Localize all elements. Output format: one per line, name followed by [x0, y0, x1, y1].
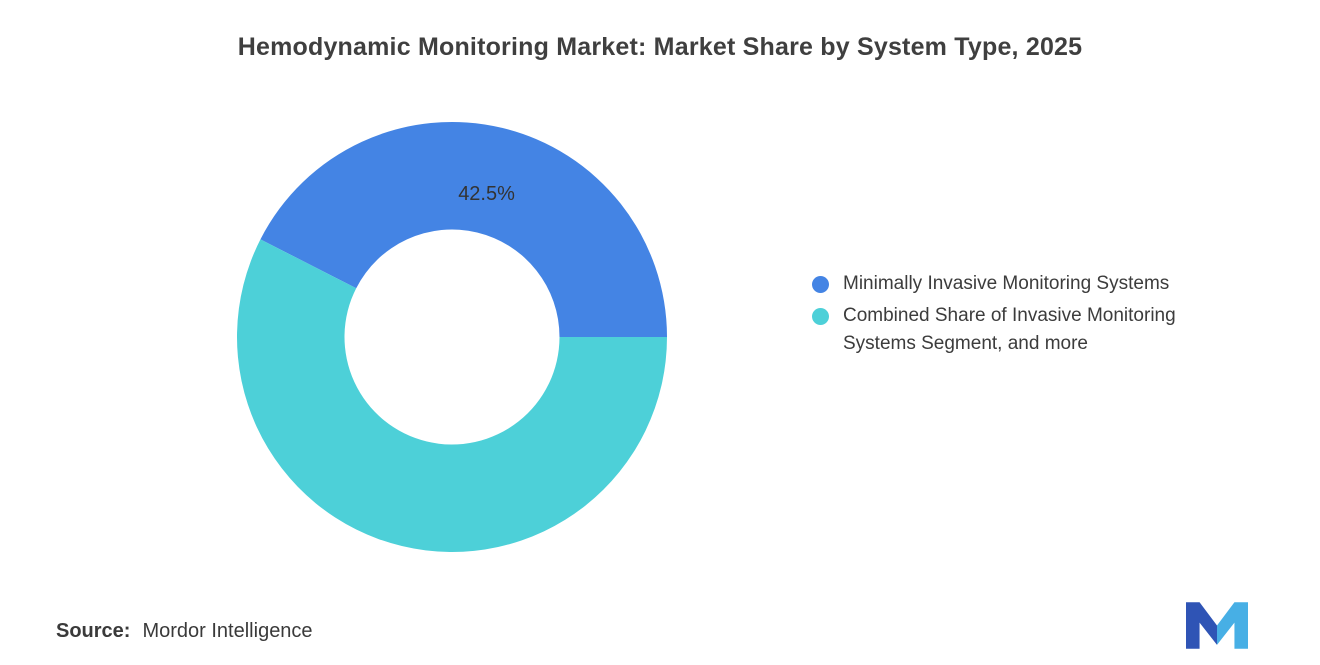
- legend: Minimally Invasive Monitoring Systems Co…: [812, 270, 1252, 358]
- slice-data-label: 42.5%: [458, 183, 515, 205]
- legend-label: Combined Share of Invasive Monitoring Sy…: [843, 305, 1176, 354]
- legend-swatch-teal-icon: [812, 308, 829, 325]
- logo-right-shape: [1217, 602, 1248, 649]
- mordor-intelligence-logo: [1186, 602, 1248, 649]
- legend-label: Minimally Invasive Monitoring Systems: [843, 273, 1170, 294]
- legend-item: Combined Share of Invasive Monitoring Sy…: [812, 302, 1252, 358]
- logo-left-shape: [1186, 602, 1217, 649]
- source-value: Mordor Intelligence: [142, 620, 313, 642]
- donut-slice: [260, 121, 667, 338]
- source-label: Source:: [56, 620, 131, 642]
- legend-swatch-blue-icon: [812, 276, 829, 293]
- donut-slice: [237, 239, 667, 552]
- donut-chart: 42.5%: [237, 121, 667, 552]
- source: Source: Mordor Intelligence: [56, 620, 313, 643]
- legend-item: Minimally Invasive Monitoring Systems: [812, 270, 1252, 298]
- chart-title: Hemodynamic Monitoring Market: Market Sh…: [237, 33, 1083, 61]
